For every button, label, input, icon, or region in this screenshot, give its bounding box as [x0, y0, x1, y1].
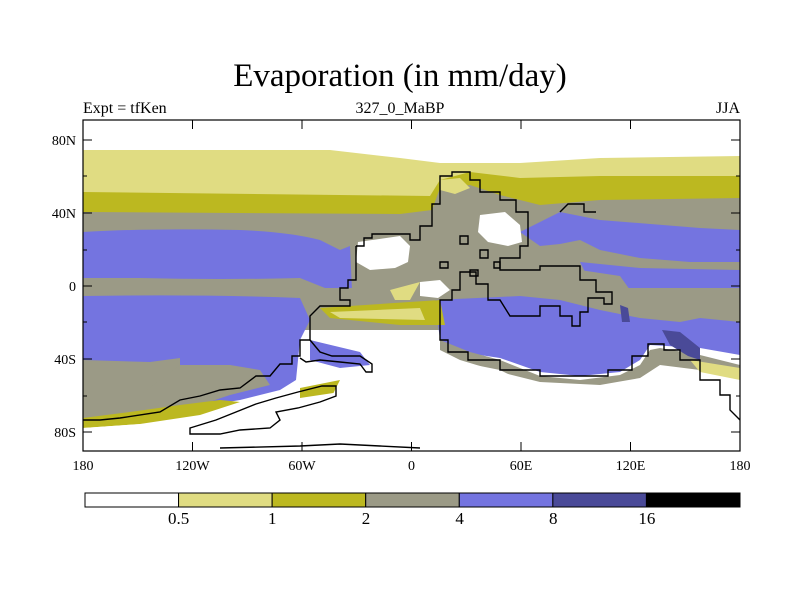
land-white-equatorial [420, 280, 450, 298]
ocean-blue-north-pacific [83, 229, 352, 290]
lat-label-40n: 40N [52, 207, 76, 222]
ocean-blue-north-east [520, 212, 740, 262]
lon-label-120e: 120E [616, 459, 646, 474]
colorbar-labels: 0.5 1 2 4 8 16 [168, 509, 655, 528]
colorbar-box [271, 492, 367, 508]
lon-label-60w: 60W [288, 459, 316, 474]
lon-ticks [82, 120, 741, 451]
coastline-antarctic-block [189, 385, 337, 435]
colorbar [84, 492, 741, 508]
land-yellow-south-coast [330, 308, 425, 320]
colorbar-box [552, 492, 647, 508]
coastline-south-atlantic [299, 339, 373, 373]
lon-label-0: 0 [408, 459, 415, 474]
coastline-island-north [559, 203, 596, 213]
season-label: JJA [715, 100, 740, 117]
band-gray-south-west [83, 358, 180, 420]
colorbar-label: 2 [362, 509, 371, 528]
lat-label-80n: 80N [52, 134, 76, 149]
lon-label-120w: 120W [175, 459, 210, 474]
antarctic-white [83, 362, 740, 451]
band-gray-south-east [440, 340, 740, 385]
patch-darkblue-east [662, 330, 700, 360]
lat-label-80s: 80S [54, 426, 76, 441]
colorbar-box [84, 492, 180, 508]
arctic-white-strip [83, 150, 740, 163]
lon-label-180e: 180 [730, 459, 751, 474]
experiment-label: Expt = tfKen [83, 100, 167, 117]
colorbar-box [458, 492, 554, 508]
land-yellow-north [440, 178, 470, 194]
colorbar-label: 0.5 [168, 509, 189, 528]
colorbar-label: 16 [638, 509, 655, 528]
colorbar-label: 8 [549, 509, 558, 528]
colorbar-box [178, 492, 273, 508]
lat-label-40s: 40S [54, 353, 76, 368]
lon-label-180w: 180 [73, 459, 94, 474]
coastline-islands [439, 235, 501, 277]
patch-darkblue-small [620, 305, 630, 322]
land-white-west-interior [356, 236, 410, 270]
land-yellow-patch [390, 282, 420, 300]
coastlines [83, 171, 741, 449]
coastline-antarctic-edge [219, 443, 421, 449]
colorbar-box [365, 492, 460, 508]
patch-yellow-south-east [690, 360, 740, 380]
band-olive-south [83, 400, 240, 428]
time-label: 327_0_MaBP [355, 100, 445, 117]
coastline-west [83, 246, 357, 421]
colorbar-box [645, 492, 741, 508]
colorbar-label: 1 [268, 509, 277, 528]
band-gray-south [83, 365, 270, 425]
colorbar-label: 4 [455, 509, 464, 528]
map-field [83, 120, 740, 451]
lon-label-60e: 60E [510, 459, 533, 474]
lat-ticks [83, 139, 740, 433]
lat-label-0: 0 [69, 280, 76, 295]
land-white-east-interior [478, 212, 522, 246]
plot-title: Evaporation (in mm/day) [233, 58, 567, 94]
coastline-main [356, 171, 741, 421]
